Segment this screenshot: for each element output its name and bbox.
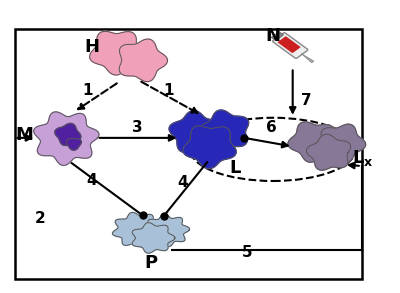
Bar	[271, 32, 284, 41]
Polygon shape	[55, 123, 81, 145]
FancyBboxPatch shape	[278, 36, 300, 53]
Text: 5: 5	[242, 245, 253, 260]
Text: 3: 3	[132, 120, 142, 135]
Polygon shape	[183, 126, 236, 169]
Polygon shape	[119, 39, 168, 82]
Polygon shape	[169, 111, 220, 152]
Bar	[15, 29, 362, 279]
Polygon shape	[34, 112, 99, 166]
Polygon shape	[200, 110, 249, 151]
Text: H: H	[84, 38, 99, 56]
Text: $\mathbf{L_x}$: $\mathbf{L_x}$	[352, 148, 373, 168]
Text: 1: 1	[82, 83, 93, 98]
Polygon shape	[301, 53, 314, 63]
Text: 6: 6	[266, 120, 276, 135]
Polygon shape	[288, 122, 337, 162]
Polygon shape	[112, 212, 163, 247]
Text: 2: 2	[35, 211, 46, 226]
Text: M: M	[16, 126, 34, 144]
Text: 1: 1	[163, 83, 174, 98]
Polygon shape	[132, 223, 175, 253]
Text: N: N	[266, 27, 280, 45]
Polygon shape	[143, 214, 190, 247]
Text: 4: 4	[86, 173, 97, 188]
Text: L: L	[230, 159, 241, 177]
Polygon shape	[90, 31, 143, 75]
Text: 7: 7	[301, 93, 312, 108]
Polygon shape	[319, 124, 366, 163]
Polygon shape	[66, 139, 81, 150]
Text: 4: 4	[177, 175, 188, 190]
Text: P: P	[144, 254, 157, 272]
Polygon shape	[306, 134, 351, 170]
FancyBboxPatch shape	[273, 33, 308, 58]
